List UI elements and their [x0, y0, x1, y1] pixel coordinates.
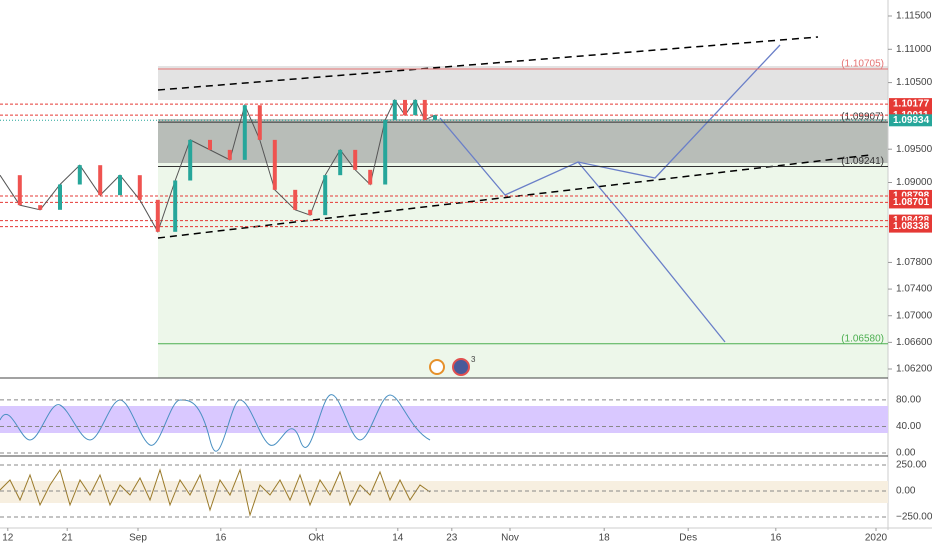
- x-tick-label: 2020: [865, 533, 888, 544]
- y-tick-label: 1.07000: [896, 310, 932, 321]
- zone-label: (1.06580): [841, 333, 884, 344]
- candle: [403, 99, 407, 116]
- level-label: 1.08338: [893, 221, 930, 232]
- x-tick-label: Des: [679, 533, 697, 544]
- candle: [383, 119, 388, 185]
- level-label: 1.10177: [893, 99, 930, 110]
- candle: [413, 99, 418, 116]
- candle: [353, 149, 358, 170]
- candle: [272, 139, 277, 190]
- stoch-tick-label: 0.00: [896, 448, 916, 459]
- candle: [433, 115, 437, 120]
- x-tick-label: 16: [770, 533, 782, 544]
- zone-label: (1.10705): [841, 59, 884, 70]
- y-tick-label: 1.10500: [896, 77, 932, 88]
- x-tick-label: 16: [215, 533, 227, 544]
- x-tick-label: 21: [62, 533, 74, 544]
- zone-lower: [158, 163, 888, 378]
- x-tick-label: Okt: [308, 533, 324, 544]
- zone-upper: [158, 66, 888, 100]
- candle: [208, 139, 212, 150]
- level-label: 1.08798: [893, 191, 930, 202]
- x-tick-label: 18: [599, 533, 611, 544]
- stoch-line: [0, 394, 431, 452]
- cci-tick-label: 250.00: [896, 460, 927, 471]
- stoch-tick-label: 40.00: [896, 421, 921, 432]
- x-tick-label: Sep: [129, 533, 147, 544]
- x-tick-label: 12: [2, 533, 14, 544]
- x-tick-label: Nov: [501, 533, 519, 544]
- candle: [323, 175, 328, 216]
- candle: [155, 199, 160, 232]
- x-tick-label: 14: [392, 533, 404, 544]
- level-tag: [889, 196, 932, 209]
- zone-label: (1.09241): [841, 156, 884, 167]
- y-tick-label: 1.06600: [896, 337, 932, 348]
- cci-tick-label: 0.00: [896, 486, 916, 497]
- cci-band: [0, 481, 888, 503]
- cci-line: [0, 468, 431, 517]
- level-tag: [889, 220, 932, 233]
- y-tick-label: 1.11500: [896, 11, 932, 22]
- projection-arrows: [439, 44, 781, 343]
- candle: [17, 175, 22, 206]
- candle: [257, 105, 262, 140]
- candle: [188, 139, 193, 181]
- candle: [308, 209, 313, 216]
- y-tick-label: 1.09500: [896, 144, 932, 155]
- zone-label: (1.09907): [841, 112, 884, 123]
- price-line: [0, 98, 436, 234]
- y-tick-label: 1.06200: [896, 364, 932, 375]
- candle: [98, 165, 103, 196]
- news-icon[interactable]: [452, 358, 470, 376]
- candle: [242, 105, 247, 160]
- y-tick-label: 1.07400: [896, 284, 932, 295]
- last-price-tag: [889, 114, 932, 127]
- level-tag: [889, 98, 932, 111]
- candle: [293, 189, 298, 210]
- stoch-tick-label: 80.00: [896, 395, 921, 406]
- cci-tick-label: −250.00: [896, 512, 932, 523]
- candle: [422, 99, 427, 120]
- candle: [392, 99, 397, 120]
- candle: [173, 180, 178, 232]
- candle: [338, 149, 343, 176]
- candle: [118, 175, 122, 196]
- candle: [38, 205, 43, 210]
- candle: [227, 149, 232, 160]
- last-price-label: 1.09934: [893, 115, 930, 126]
- badge: 3: [471, 355, 476, 364]
- candle: [77, 165, 82, 185]
- y-tick-label: 1.07800: [896, 257, 932, 268]
- x-tick-label: 23: [446, 533, 458, 544]
- candle: [368, 169, 373, 185]
- candle: [58, 184, 62, 210]
- stoch-band: [0, 406, 888, 433]
- candle: [137, 175, 142, 200]
- event-icon[interactable]: [429, 359, 445, 375]
- trendline: [157, 36, 819, 91]
- y-tick-label: 1.09000: [896, 177, 932, 188]
- level-label: 1.08701: [893, 197, 930, 208]
- zone-mid: [158, 119, 888, 163]
- y-tick-label: 1.11000: [896, 44, 932, 55]
